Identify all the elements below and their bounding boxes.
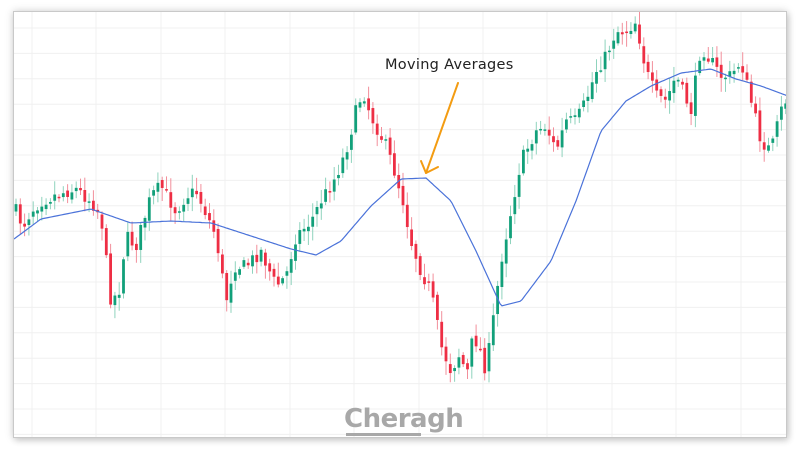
annotation-label: Moving Averages bbox=[385, 57, 514, 73]
watermark-logo: Cheragh bbox=[344, 404, 464, 434]
candles bbox=[14, 12, 786, 383]
grid-lines bbox=[14, 12, 786, 437]
candlestick-chart bbox=[14, 12, 786, 437]
annotation-arrow-icon bbox=[420, 82, 459, 174]
chart-frame bbox=[13, 11, 787, 438]
watermark-underline bbox=[346, 433, 421, 436]
moving-average-line bbox=[14, 68, 786, 307]
